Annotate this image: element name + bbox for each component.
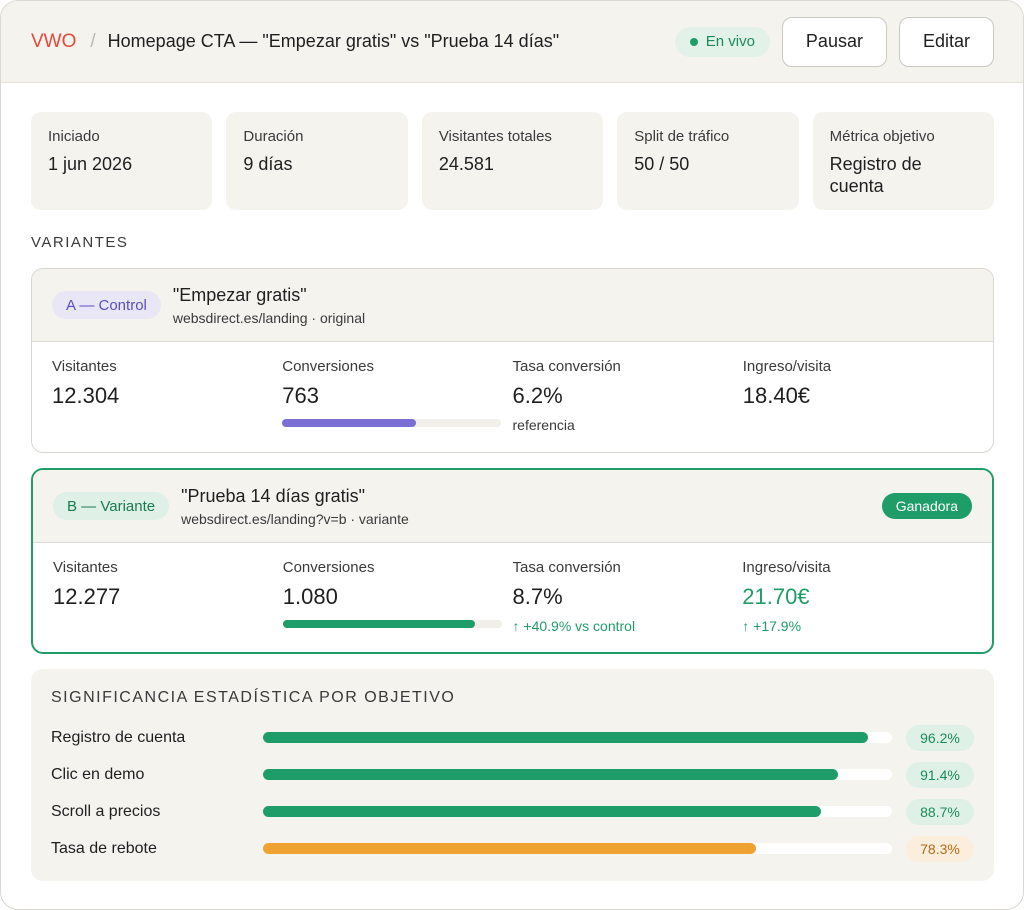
stats-row: Iniciado 1 jun 2026 Duración 9 días Visi… [31,112,995,210]
metric-lift: ↑ +17.9% [742,618,802,634]
significance-value-badge: 88.7% [906,798,974,825]
page-header: VWO / Homepage CTA — "Empezar gratis" vs… [1,1,1023,83]
stat-card-visitors: Visitantes totales 24.581 [421,112,604,210]
breadcrumb-separator: / [90,30,96,52]
significance-bar-fill [263,769,838,780]
significance-bar-track [263,843,892,854]
significance-bar-track [263,806,892,817]
variant-url: websdirect.es/landing?v=b · variante [181,510,409,527]
stat-label: Visitantes totales [438,128,552,145]
significance-row-label: Clic en demo [51,765,145,783]
variant-metrics: Visitantes 12.304 Conversiones 763 Tasa … [32,342,993,433]
significance-value-badge: 78.3% [906,835,974,862]
metric-value: 1.080 [282,584,338,609]
significance-row: Registro de cuenta 96.2% [51,719,974,756]
brand-logo[interactable]: VWO [31,30,77,52]
variant-header: B — Variante "Prueba 14 días gratis" web… [33,470,992,543]
variant-metrics: Visitantes 12.277 Conversiones 1.080 Tas… [33,543,992,634]
stat-label: Duración [243,128,304,145]
test-title: Homepage CTA — "Empezar gratis" vs "Prue… [107,31,560,51]
live-dot-icon [689,37,698,46]
metric-value: 8.7% [512,584,563,609]
variant-cta-text: "Prueba 14 días gratis" [181,485,365,506]
variant-info: "Empezar gratis" websdirect.es/landing ·… [173,285,365,326]
variant-header: A — Control "Empezar gratis" websdirect.… [32,269,993,342]
conversions-bar-track [282,419,502,427]
metric-conversion-rate: Tasa conversión 8.7% ↑ +40.9% vs control [513,559,743,634]
metric-revenue-per-visit: Ingreso/visita 18.40€ [743,358,973,433]
metric-value: 12.277 [53,584,121,609]
metric-value: 18.40€ [742,383,811,408]
stat-label: Métrica objetivo [829,128,935,145]
significance-row: Tasa de rebote 78.3% [51,830,974,867]
stat-card-traffic-split: Split de tráfico 50 / 50 [617,112,799,210]
stat-value: Registro de cuenta [829,154,922,196]
variant-url: websdirect.es/landing · original [172,309,366,326]
edit-button[interactable]: Editar [898,16,994,67]
stat-card-duration: Duración 9 días [226,112,408,210]
metric-conversion-rate: Tasa conversión 6.2% referencia [513,358,743,433]
pause-button[interactable]: Pausar [781,16,887,67]
status-badge: En vivo [674,26,770,57]
significance-row: Scroll a precios 88.7% [51,793,974,830]
variant-tag: B — Variante [53,492,170,520]
stat-value: 50 / 50 [634,154,690,174]
variant-cta-text: "Empezar gratis" [172,284,307,305]
metric-label: Ingreso/visita [742,358,832,375]
stat-value: 9 días [243,154,293,174]
stat-label: Split de tráfico [634,128,730,145]
conversions-bar-fill [282,419,416,427]
significance-row-label: Tasa de rebote [51,839,157,857]
metric-lift: ↑ +40.9% vs control [512,618,636,634]
significance-value-badge: 96.2% [906,724,974,751]
significance-row: Clic en demo 91.4% [51,756,974,793]
metric-label: Conversiones [282,358,374,375]
winner-badge: Ganadora [881,493,972,519]
stat-card-started: Iniciado 1 jun 2026 [31,112,213,210]
stat-card-goal-metric: Métrica objetivo Registro de cuenta [812,112,995,210]
significance-bar-track [263,732,892,743]
significance-value-badge: 91.4% [906,761,974,788]
metric-visitors: Visitantes 12.277 [53,559,283,634]
stat-value: 1 jun 2026 [48,154,133,174]
variants-heading: VARIANTES [31,234,129,251]
significance-title: SIGNIFICANCIA ESTADÍSTICA POR OBJETIVO [51,689,456,706]
metric-visitors: Visitantes 12.304 [52,358,282,433]
conversions-bar-track [282,620,502,628]
significance-row-label: Registro de cuenta [51,728,186,746]
metric-value: 12.304 [52,383,120,408]
metric-value: 763 [282,383,319,408]
significance-rows: Registro de cuenta 96.2% Clic en demo 91.4%… [51,719,974,867]
status-label: En vivo [705,33,755,50]
metric-label: Visitantes [53,559,118,576]
variant-card-a[interactable]: A — Control "Empezar gratis" websdirect.… [31,268,994,453]
metric-conversions: Conversiones 763 [282,358,512,433]
metric-label: Conversiones [282,559,375,576]
conversions-bar-fill [282,620,476,628]
significance-panel: SIGNIFICANCIA ESTADÍSTICA POR OBJETIVO R… [31,669,994,881]
metric-revenue-per-visit: Ingreso/visita 21.70€ ↑ +17.9% [742,559,972,634]
significance-bar-fill [263,843,756,854]
stat-label: Iniciado [48,128,100,145]
significance-bar-fill [263,806,821,817]
metric-label: Visitantes [52,358,117,375]
variant-card-b[interactable]: B — Variante "Prueba 14 días gratis" web… [31,468,994,654]
variant-info: "Prueba 14 días gratis" websdirect.es/la… [181,486,409,527]
metric-conversions: Conversiones 1.080 [282,559,513,634]
metric-label: Ingreso/visita [742,559,831,576]
stat-value: 24.581 [438,154,494,174]
metric-note: referencia [512,417,575,433]
metric-label: Tasa conversión [512,559,621,576]
significance-bar-fill [263,732,869,743]
metric-value: 6.2% [512,383,563,408]
variant-tag: A — Control [52,291,161,319]
significance-row-label: Scroll a precios [51,802,161,820]
significance-bar-track [263,769,892,780]
metric-value: 21.70€ [742,584,810,609]
metric-label: Tasa conversión [512,358,621,375]
